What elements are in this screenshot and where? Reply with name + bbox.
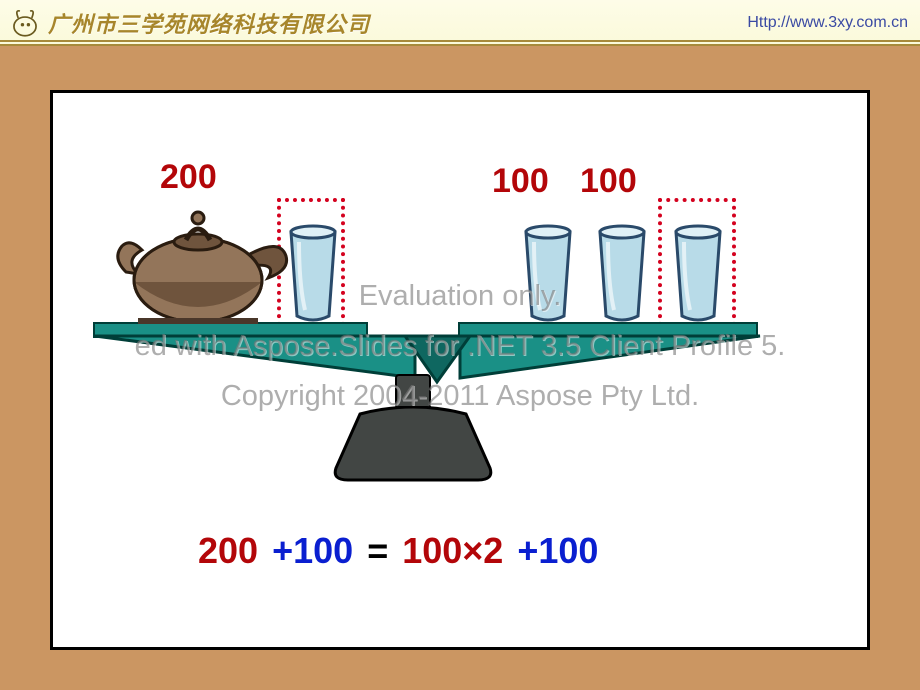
label-right-100a: 100 (492, 162, 549, 201)
eq-part-2: = (365, 530, 400, 571)
header-divider (0, 40, 920, 46)
eq-part-1: +100 (270, 530, 365, 571)
company-url: Http://www.3xy.com.cn (747, 14, 908, 32)
eq-part-4: +100 (515, 530, 600, 571)
equation: 200 +100 = 100×2 +100 (196, 530, 600, 572)
teapot-icon (108, 200, 298, 328)
eq-part-3: 100×2 (400, 530, 505, 571)
cup-3 (594, 224, 650, 322)
company-name: 广州市三学苑网络科技有限公司 (48, 7, 370, 39)
label-left-200: 200 (160, 158, 217, 197)
cup-1 (285, 224, 341, 322)
cup-2 (520, 224, 576, 322)
cup-4 (670, 224, 726, 322)
balance-pedestal-base (318, 406, 508, 486)
company-logo-icon (8, 6, 42, 40)
label-right-100b: 100 (580, 162, 637, 201)
eq-part-0: 200 (196, 530, 260, 571)
